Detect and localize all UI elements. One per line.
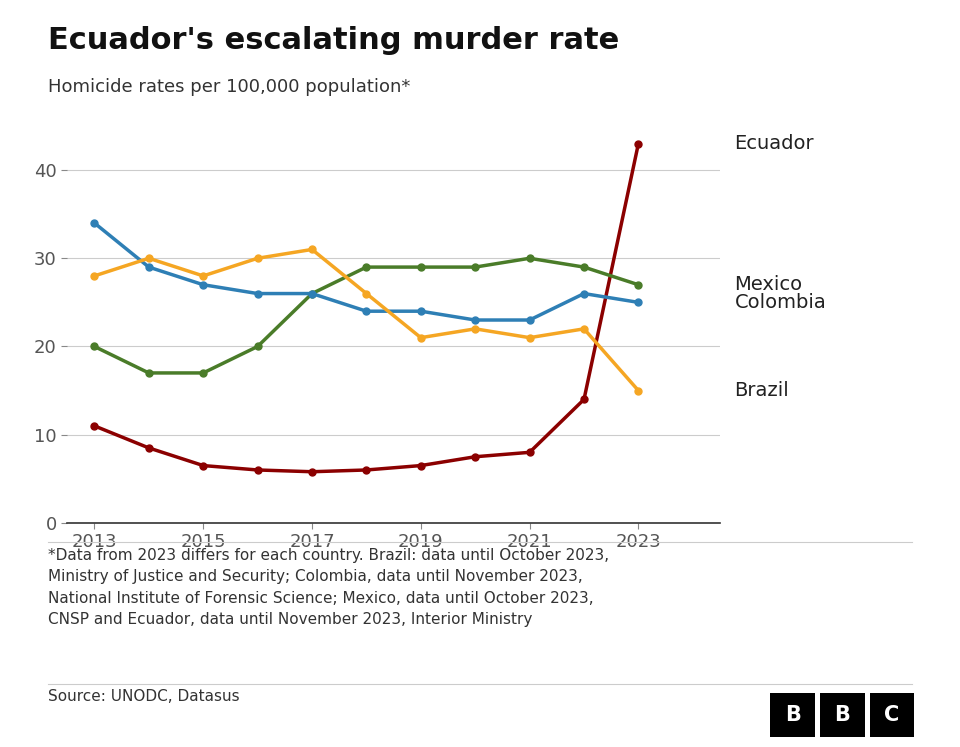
Text: B: B <box>785 705 801 725</box>
Text: C: C <box>884 705 900 725</box>
Text: B: B <box>834 705 851 725</box>
Text: Ecuador's escalating murder rate: Ecuador's escalating murder rate <box>48 26 619 55</box>
Bar <box>870 693 914 737</box>
Text: Colombia: Colombia <box>734 293 827 312</box>
Text: Brazil: Brazil <box>734 381 789 400</box>
Text: Ecuador: Ecuador <box>734 134 814 153</box>
Text: Mexico: Mexico <box>734 275 803 294</box>
Text: Source: UNODC, Datasus: Source: UNODC, Datasus <box>48 689 240 704</box>
Bar <box>820 693 865 737</box>
Bar <box>771 693 815 737</box>
Text: Homicide rates per 100,000 population*: Homicide rates per 100,000 population* <box>48 78 410 96</box>
Text: *Data from 2023 differs for each country. Brazil: data until October 2023,
Minis: *Data from 2023 differs for each country… <box>48 548 610 627</box>
